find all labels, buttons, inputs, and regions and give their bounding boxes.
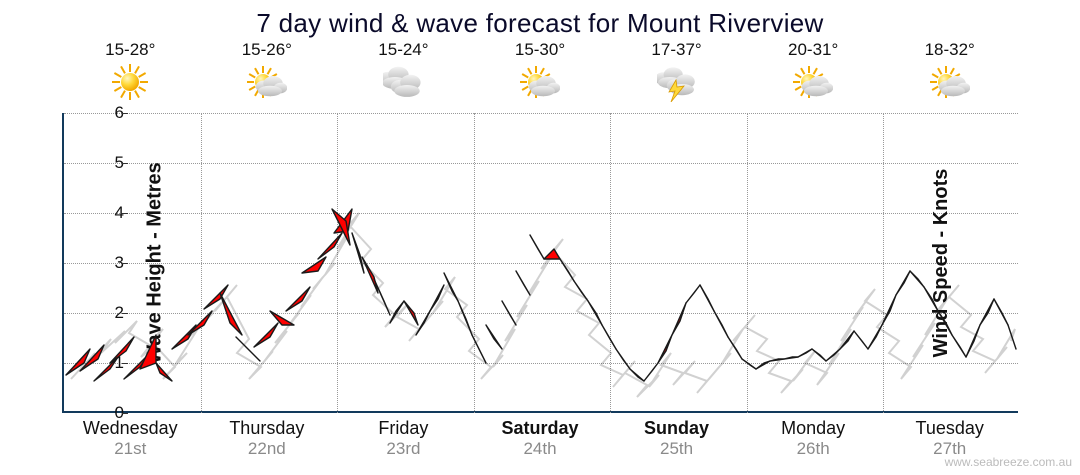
page-title: 7 day wind & wave forecast for Mount Riv… [0,8,1080,39]
day-weather-icon-1 [198,62,336,108]
day-date-1: 22nd [198,439,336,459]
day-label-monday: Monday 26th [744,418,882,459]
day-label-wednesday: Wednesday 21st [61,418,199,459]
day-label-sunday: Sunday 25th [608,418,746,459]
day-weather-icon-6 [881,62,1019,108]
site-watermark: www.seabreeze.com.au [945,455,1072,469]
day-temp-6: 18-32° [881,40,1019,60]
wave-wind-arrow-chart[interactable] [64,113,1020,413]
day-name-6: Tuesday [881,418,1019,439]
day-weather-icon-0 [61,62,199,108]
day-temp-3: 15-30° [471,40,609,60]
day-name-3: Saturday [471,418,609,439]
day-temp-5: 20-31° [744,40,882,60]
day-weather-icon-5 [744,62,882,108]
day-name-5: Monday [744,418,882,439]
day-date-5: 26th [744,439,882,459]
day-name-2: Friday [334,418,472,439]
day-label-friday: Friday 23rd [334,418,472,459]
y-left-mark-0 [122,413,128,414]
day-name-4: Sunday [608,418,746,439]
day-temp-1: 15-26° [198,40,336,60]
arrow-series-shadow [71,213,1015,397]
day-name-1: Thursday [198,418,336,439]
day-temp-4: 17-37° [608,40,746,60]
day-header-monday: 20-31° [744,40,882,108]
day-temp-0: 15-28° [61,40,199,60]
day-label-saturday: Saturday 24th [471,418,609,459]
day-weather-icon-4 [608,62,746,108]
day-header-saturday: 15-30° [471,40,609,108]
day-weather-icon-3 [471,62,609,108]
day-temp-2: 15-24° [334,40,472,60]
day-weather-icon-2 [334,62,472,108]
day-name-0: Wednesday [61,418,199,439]
day-header-friday: 15-24° [334,40,472,108]
wind-arrow-glyphs [66,209,1016,381]
forecast-page: 7 day wind & wave forecast for Mount Riv… [0,0,1080,475]
day-date-2: 23rd [334,439,472,459]
day-header-wednesday: 15-28° [61,40,199,108]
day-header-tuesday: 18-32° [881,40,1019,108]
day-label-thursday: Thursday 22nd [198,418,336,459]
day-date-3: 24th [471,439,609,459]
day-date-4: 25th [608,439,746,459]
day-header-sunday: 17-37° [608,40,746,108]
day-label-tuesday: Tuesday 27th [881,418,1019,459]
day-header-thursday: 15-26° [198,40,336,108]
day-date-0: 21st [61,439,199,459]
